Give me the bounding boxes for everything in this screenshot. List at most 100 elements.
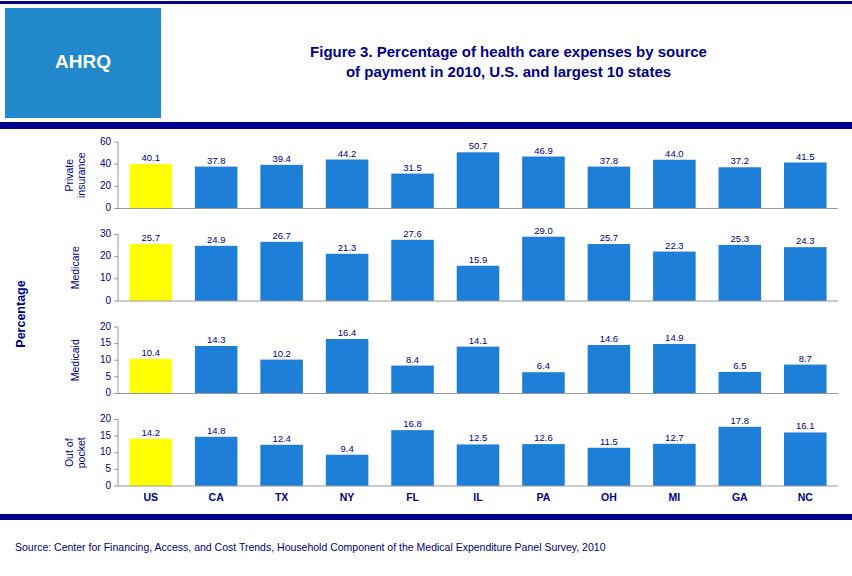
y-tick-label: 0 bbox=[105, 387, 111, 398]
x-tick-label: US bbox=[143, 491, 158, 503]
y-tick bbox=[114, 256, 118, 257]
bar bbox=[129, 439, 172, 486]
bar bbox=[588, 448, 631, 486]
footer-separator bbox=[0, 514, 852, 520]
panel-label: Medicare bbox=[69, 246, 81, 289]
data-label: 37.2 bbox=[731, 155, 750, 166]
panel: 05101520USCATXNYFLILPAOHMIGANC14.214.812… bbox=[63, 413, 838, 503]
panel: 020406040.137.839.444.231.550.746.937.84… bbox=[63, 136, 838, 214]
data-label: 6.5 bbox=[733, 360, 746, 371]
data-label: 14.8 bbox=[207, 425, 226, 436]
data-label: 41.5 bbox=[796, 151, 815, 162]
data-label: 16.8 bbox=[403, 418, 422, 429]
panel-label: Out ofpocket bbox=[63, 437, 87, 468]
bar bbox=[195, 346, 238, 394]
logo-text: AHRQ bbox=[55, 51, 111, 72]
x-tick-label: GA bbox=[732, 491, 748, 503]
data-label: 31.5 bbox=[403, 162, 422, 173]
y-tick-label: 20 bbox=[100, 321, 112, 332]
bar bbox=[129, 244, 172, 301]
data-label: 37.8 bbox=[207, 155, 226, 166]
y-tick bbox=[114, 419, 118, 420]
bar bbox=[522, 444, 565, 486]
x-tick-label: NC bbox=[798, 491, 814, 503]
y-tick-label: 0 bbox=[105, 480, 111, 491]
header-line bbox=[0, 1, 852, 4]
x-tick-label: OH bbox=[601, 491, 617, 503]
bar bbox=[195, 167, 238, 209]
data-label: 24.9 bbox=[207, 234, 226, 245]
bar bbox=[784, 247, 827, 301]
data-label: 22.3 bbox=[665, 240, 684, 251]
bar bbox=[653, 344, 696, 394]
data-label: 39.4 bbox=[272, 153, 291, 164]
bar bbox=[457, 347, 500, 394]
y-tick-label: 10 bbox=[100, 272, 112, 283]
data-label: 44.0 bbox=[665, 148, 684, 159]
bar bbox=[588, 244, 631, 301]
bar bbox=[326, 339, 369, 394]
panel-label: Privateinsurance bbox=[63, 152, 87, 198]
y-tick bbox=[114, 301, 118, 302]
y-tick-label: 30 bbox=[100, 228, 112, 239]
bar bbox=[326, 254, 369, 301]
header-separator bbox=[0, 122, 852, 129]
data-label: 26.7 bbox=[272, 230, 291, 241]
y-tick-label: 5 bbox=[105, 371, 111, 382]
bar bbox=[588, 167, 631, 209]
data-label: 25.7 bbox=[141, 232, 160, 243]
data-label: 16.4 bbox=[338, 327, 357, 338]
bar bbox=[326, 160, 369, 209]
y-tick-label: 15 bbox=[100, 430, 112, 441]
y-tick bbox=[114, 469, 118, 470]
bars bbox=[129, 427, 826, 486]
data-label: 12.4 bbox=[272, 433, 291, 444]
bar bbox=[129, 359, 172, 394]
data-label: 37.8 bbox=[600, 155, 619, 166]
bar bbox=[719, 245, 762, 301]
panel-label-line: Medicare bbox=[69, 246, 81, 289]
data-label: 14.1 bbox=[469, 335, 488, 346]
y-tick bbox=[114, 164, 118, 165]
data-label: 9.4 bbox=[340, 443, 353, 454]
bar bbox=[391, 174, 434, 209]
data-label: 8.7 bbox=[799, 353, 812, 364]
bar bbox=[457, 266, 500, 301]
x-tick-label: MI bbox=[669, 491, 681, 503]
y-tick-label: 40 bbox=[100, 158, 112, 169]
data-label: 12.7 bbox=[665, 432, 684, 443]
panel-label-group: Medicare bbox=[69, 246, 81, 289]
y-tick-label: 20 bbox=[100, 413, 112, 424]
logo-box bbox=[5, 8, 161, 118]
y-tick bbox=[114, 486, 118, 487]
data-label: 21.3 bbox=[338, 242, 357, 253]
x-axis-line bbox=[118, 301, 838, 302]
bar bbox=[195, 246, 238, 301]
y-tick-label: 20 bbox=[100, 250, 112, 261]
x-tick-label: CA bbox=[209, 491, 225, 503]
bar bbox=[522, 237, 565, 301]
bar bbox=[457, 152, 500, 208]
bar bbox=[719, 372, 762, 394]
x-axis-line bbox=[118, 393, 838, 394]
data-label: 8.4 bbox=[406, 354, 419, 365]
bar bbox=[653, 160, 696, 209]
data-label: 15.9 bbox=[469, 254, 488, 265]
bar bbox=[653, 444, 696, 486]
x-tick-label: TX bbox=[275, 491, 288, 503]
y-tick bbox=[114, 186, 118, 187]
bar bbox=[391, 240, 434, 301]
panel-label-line: Medicaid bbox=[69, 339, 81, 381]
bar bbox=[391, 366, 434, 394]
panel-label-group: Privateinsurance bbox=[63, 152, 87, 198]
y-tick bbox=[114, 452, 118, 453]
bar bbox=[457, 444, 500, 486]
data-label: 14.9 bbox=[665, 332, 684, 343]
data-label: 16.1 bbox=[796, 420, 815, 431]
x-axis-line bbox=[118, 208, 838, 209]
y-tick-label: 15 bbox=[100, 337, 112, 348]
background bbox=[0, 0, 852, 576]
data-label: 24.3 bbox=[796, 235, 815, 246]
data-label: 10.4 bbox=[141, 347, 160, 358]
bars bbox=[129, 339, 826, 394]
